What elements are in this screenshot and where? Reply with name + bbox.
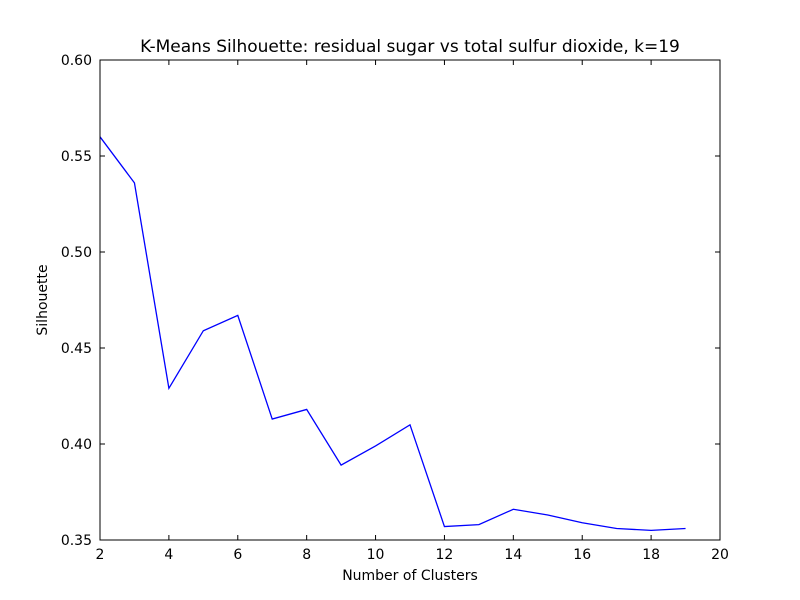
plot-frame — [99, 59, 721, 541]
y-axis-label: Silhouette — [35, 264, 51, 335]
y-tick-label: 0.50 — [61, 245, 92, 261]
x-tick-label: 4 — [164, 547, 173, 563]
x-tick-label: 18 — [642, 547, 660, 563]
y-tick-label: 0.55 — [61, 149, 92, 165]
x-tick-label: 16 — [573, 547, 591, 563]
x-tick-label: 12 — [436, 547, 454, 563]
chart-title: K-Means Silhouette: residual sugar vs to… — [140, 37, 680, 57]
x-tick-label: 2 — [96, 547, 105, 563]
x-tick-label: 14 — [504, 547, 522, 563]
x-tick-label: 6 — [233, 547, 242, 563]
x-tick-label: 8 — [302, 547, 311, 563]
y-tick-label: 0.40 — [61, 437, 92, 453]
x-tick-label: 10 — [367, 547, 385, 563]
y-tick-label: 0.45 — [61, 341, 92, 357]
x-tick-label: 20 — [711, 547, 729, 563]
x-axis-label: Number of Clusters — [342, 568, 478, 584]
y-tick-label: 0.60 — [61, 53, 92, 69]
plot-area: 2 4 6 8 10 12 14 16 18 20 0.35 0.40 0.45 0.50 0.55 0.60 — [61, 53, 729, 563]
y-tick-label: 0.35 — [61, 533, 92, 549]
series-line — [99, 136, 686, 532]
